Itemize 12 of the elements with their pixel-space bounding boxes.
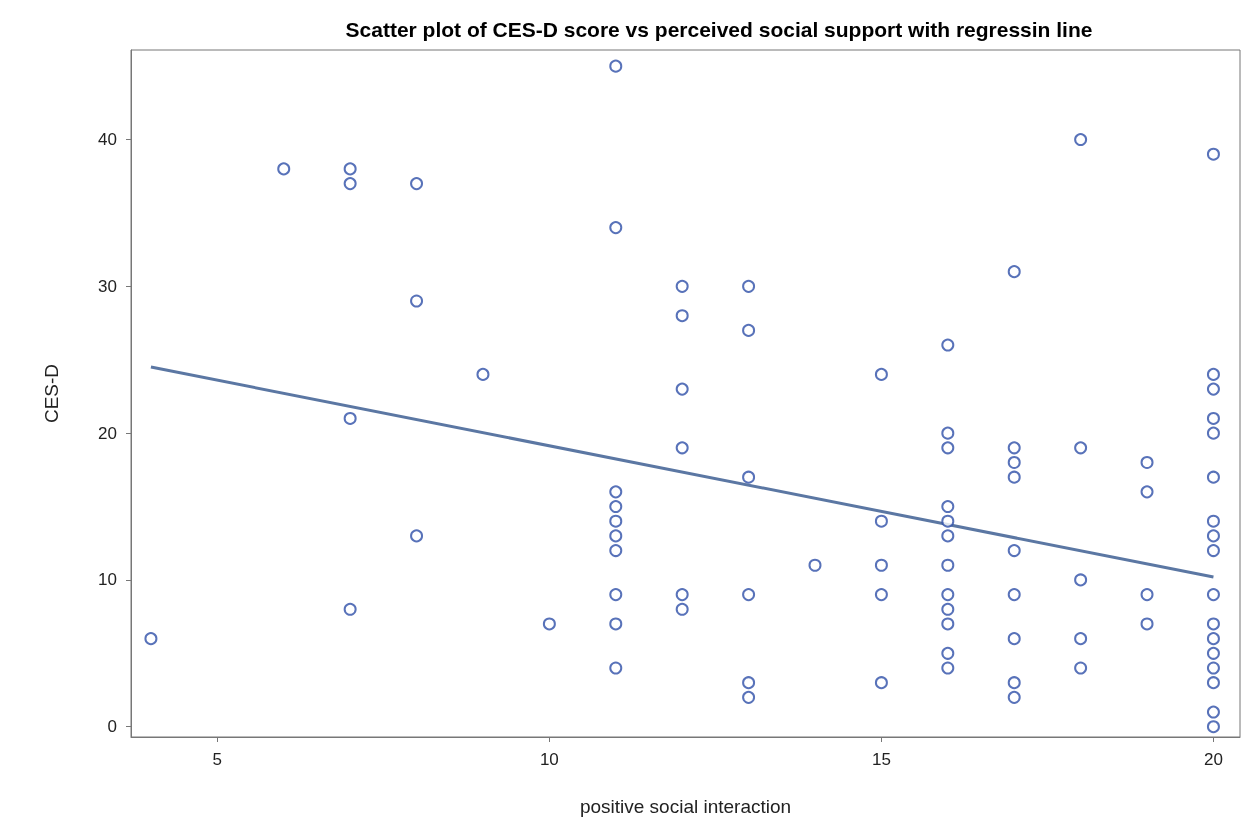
x-tick-label: 10 bbox=[539, 750, 559, 769]
y-tick-label: 40 bbox=[98, 130, 117, 150]
x-tick-label: 5 bbox=[212, 750, 223, 769]
x-tick-label: 15 bbox=[871, 750, 891, 769]
y-axis-title: CES-D bbox=[41, 363, 62, 424]
x-tick-label: 20 bbox=[1203, 750, 1223, 769]
y-tick-label: 0 bbox=[107, 717, 117, 737]
chart-title: Scatter plot of CES-D score vs perceived social support with regressin line bbox=[345, 18, 1093, 41]
y-tick-label: 10 bbox=[98, 570, 117, 590]
x-axis-title: positive social interaction bbox=[579, 796, 792, 817]
y-tick-label: 30 bbox=[98, 276, 117, 296]
y-tick-label: 20 bbox=[98, 423, 117, 443]
